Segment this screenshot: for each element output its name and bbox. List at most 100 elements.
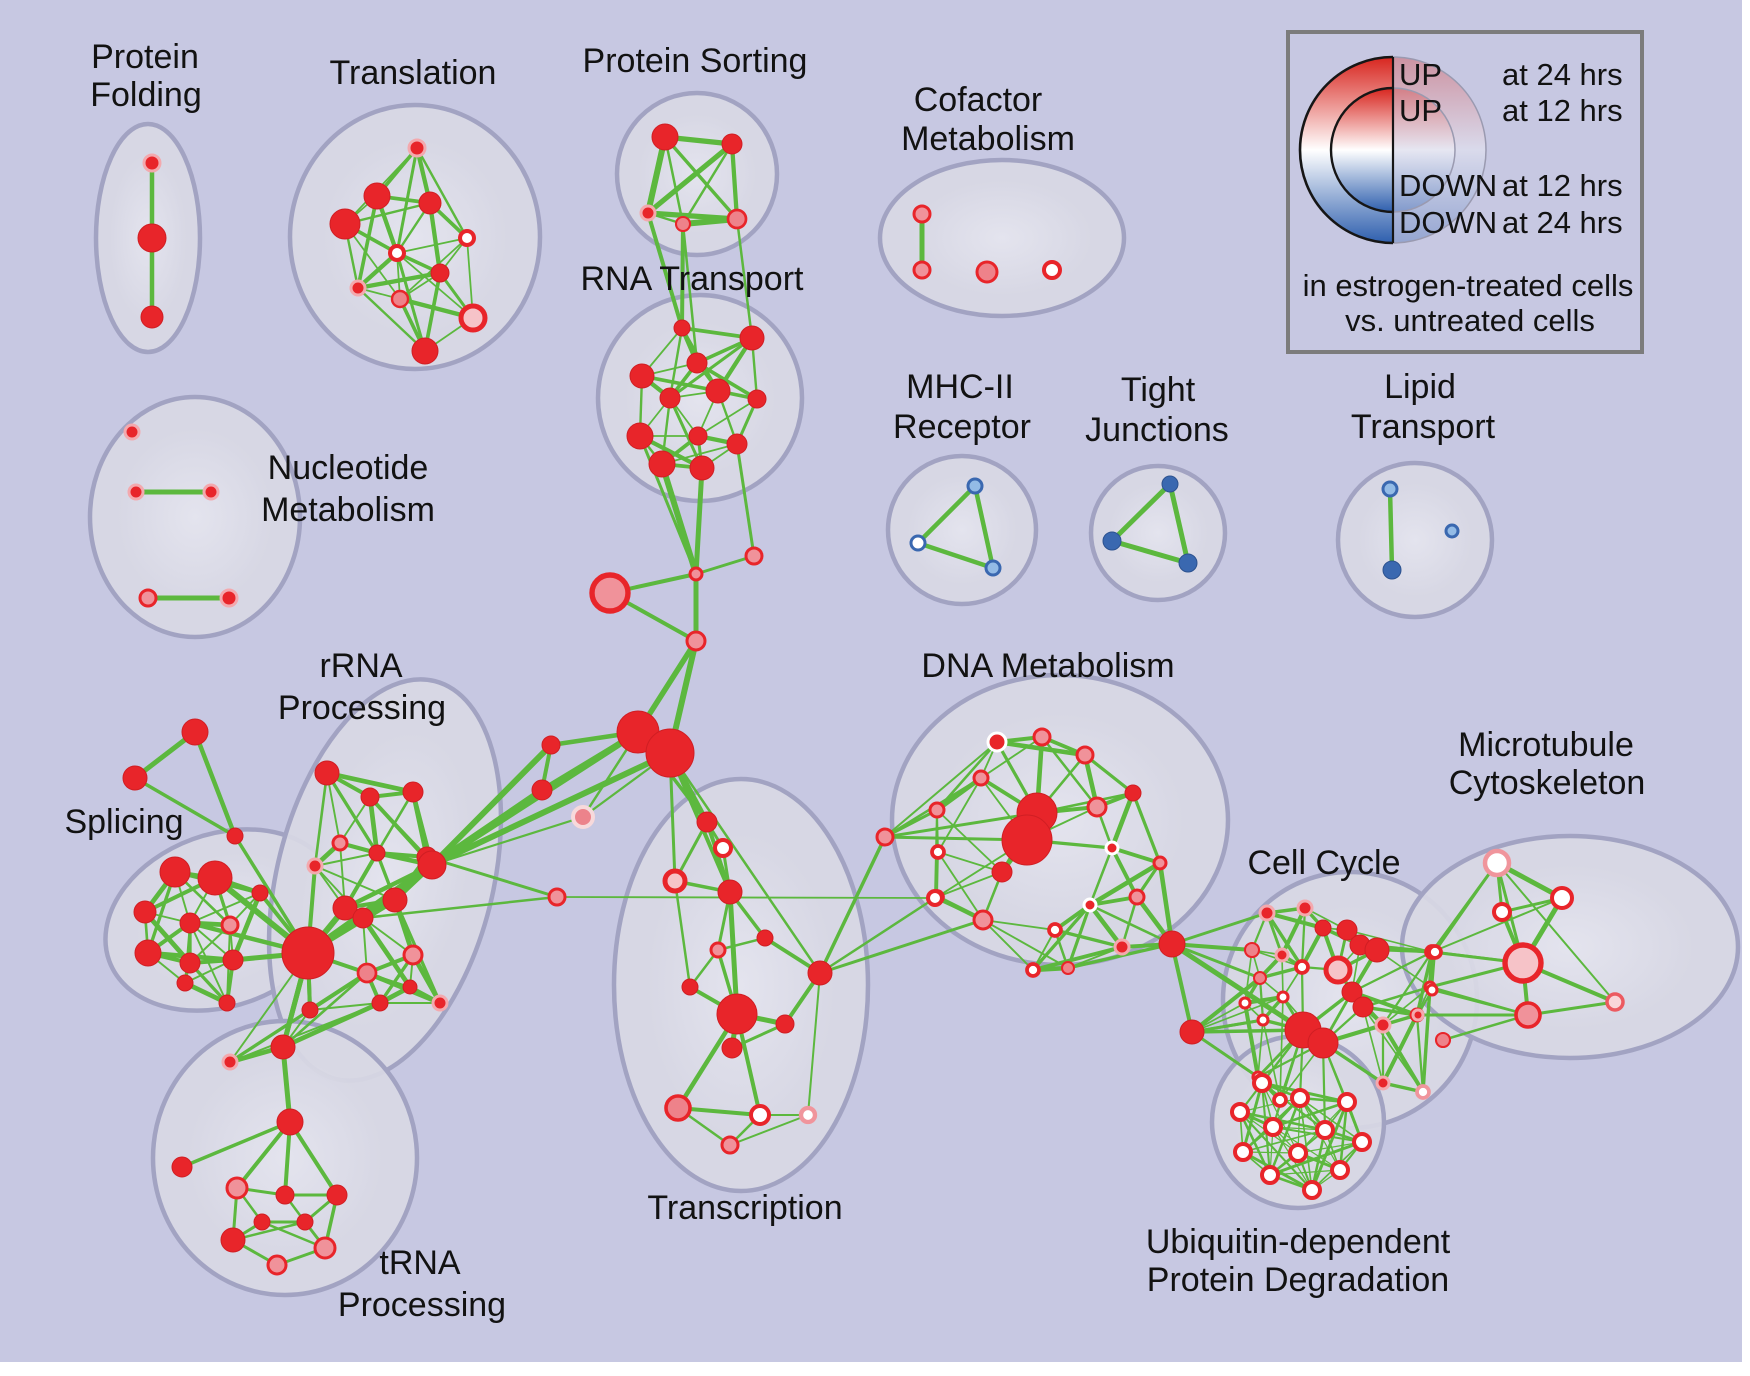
network-edge <box>355 270 443 291</box>
network-edge <box>663 135 685 226</box>
network-node-pinkcore <box>1514 1001 1542 1029</box>
network-node-red <box>226 827 244 845</box>
network-edge <box>235 1120 292 1190</box>
inter-cluster-edge <box>693 465 705 577</box>
network-edge <box>1167 481 1191 566</box>
inter-cluster-edge <box>680 222 685 330</box>
network-edge <box>1083 753 1135 795</box>
inter-cluster-edge <box>638 434 698 576</box>
network-node-red <box>137 223 167 253</box>
network-node-red <box>352 907 374 929</box>
network-node-pink <box>390 289 410 309</box>
network-node-palering <box>571 805 595 829</box>
network-edge <box>1109 538 1191 566</box>
network-edge <box>1238 1110 1327 1132</box>
network-edge <box>180 1120 292 1169</box>
network-node-bluering <box>1381 480 1399 498</box>
network-edge <box>309 1002 381 1011</box>
network-node-red <box>531 779 553 801</box>
network-edge <box>1109 790 1136 851</box>
network-edge <box>1299 1097 1363 1143</box>
network-edge <box>1031 945 1124 972</box>
network-node-whitecore <box>1302 1180 1322 1200</box>
network-node-red <box>681 978 699 996</box>
cluster-label-translation: Translation <box>330 54 497 92</box>
network-node-pinkcore <box>220 915 240 935</box>
network-node-red <box>673 319 691 337</box>
cluster-label-trna-processing: tRNA <box>379 1244 461 1282</box>
legend-wheel-outline <box>1298 55 1394 245</box>
network-node-whitecore <box>1025 962 1041 978</box>
network-node-red <box>717 879 743 905</box>
network-node-red <box>807 960 833 986</box>
network-node-red <box>411 337 439 365</box>
inter-cluster-edge <box>668 751 822 975</box>
network-node-red <box>276 1108 304 1136</box>
network-node-whitecore <box>713 838 733 858</box>
network-edge <box>1362 1006 1424 1093</box>
network-node-whitecore <box>458 229 476 247</box>
network-node-pinkcore <box>225 1176 249 1200</box>
network-node-red <box>541 735 561 755</box>
network-node-pinkring <box>123 423 141 441</box>
network-edge <box>1362 1006 1384 1084</box>
network-edge <box>1268 1140 1364 1177</box>
inter-cluster-edge <box>1350 950 1434 994</box>
network-node-whitecore <box>1233 1142 1253 1162</box>
network-edge <box>1264 910 1326 931</box>
network-edge <box>982 919 1056 931</box>
network-edge <box>325 771 379 855</box>
network-node-pinkcore <box>1128 888 1146 906</box>
network-node-whitecore <box>1337 1092 1357 1112</box>
network-edge <box>1300 906 1307 969</box>
network-edge <box>663 135 739 221</box>
legend-wheel-inner-right <box>1393 88 1455 212</box>
network-node-red <box>645 728 695 778</box>
cluster-label-splicing: Splicing <box>64 803 183 841</box>
cluster-label-protein-sorting: Protein Sorting <box>583 42 808 80</box>
inter-cluster-edge <box>1170 942 1262 980</box>
network-edge <box>1087 860 1163 908</box>
network-edge <box>1031 903 1092 972</box>
network-node-pink <box>674 215 692 233</box>
network-edge <box>937 851 1003 873</box>
network-node-pinkring <box>349 279 367 297</box>
network-node-pinkcore <box>1086 796 1108 818</box>
network-edge <box>681 142 734 226</box>
network-node-whitecore <box>1425 983 1439 997</box>
network-node-whitering <box>1104 840 1120 856</box>
legend-time-label: at 24 hrs <box>1502 205 1623 240</box>
cluster-label-cell-cycle: Cell Cycle <box>1247 844 1400 882</box>
cluster-ellipse-nucleotide-metabolism <box>87 394 303 640</box>
network-node-whitecore <box>1263 1117 1283 1137</box>
network-node-red <box>756 929 774 947</box>
inter-cluster-edge <box>1431 897 1563 953</box>
network-node-pinkcore <box>138 588 158 608</box>
inter-cluster-edge <box>429 750 673 868</box>
network-node-pinkcore <box>928 801 946 819</box>
inter-cluster-edge <box>429 742 554 868</box>
network-node-palecore <box>662 868 688 894</box>
network-edge <box>1066 903 1092 970</box>
network-node-whitecore <box>1294 959 1310 975</box>
network-edge <box>695 361 759 401</box>
network-node-pinkcore <box>589 572 631 614</box>
network-node-pinkring <box>221 1053 239 1071</box>
network-edge <box>189 892 261 924</box>
network-node-whitecore <box>1290 1088 1310 1108</box>
network-node-red <box>301 1001 319 1019</box>
network-node-red <box>134 939 162 967</box>
inter-cluster-edge <box>1170 942 1194 1034</box>
inter-cluster-edge <box>425 855 559 899</box>
cluster-label-cofactor-metabolism: Cofactor <box>914 81 1043 119</box>
network-node-whitecore <box>1238 996 1252 1010</box>
network-node-red <box>363 182 391 210</box>
cluster-label-tight-junctions: Tight <box>1121 371 1196 409</box>
network-node-red <box>371 994 389 1012</box>
network-edge <box>1066 942 1174 970</box>
network-node-pinkring <box>1375 1075 1391 1091</box>
network-edge <box>1131 791 1162 865</box>
cluster-ellipse-lipid-transport <box>1335 460 1495 620</box>
network-node-red <box>218 994 236 1012</box>
network-node-bluering <box>1444 523 1460 539</box>
